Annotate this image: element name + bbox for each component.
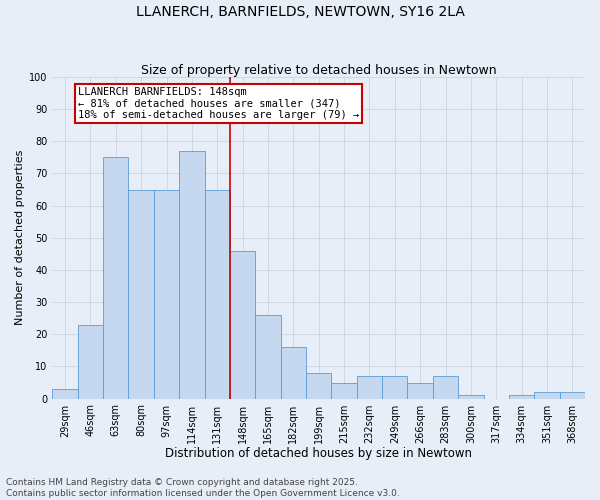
Bar: [407, 382, 433, 398]
Bar: [103, 158, 128, 398]
Bar: [357, 376, 382, 398]
Title: Size of property relative to detached houses in Newtown: Size of property relative to detached ho…: [141, 64, 497, 77]
Bar: [331, 382, 357, 398]
Bar: [382, 376, 407, 398]
Bar: [433, 376, 458, 398]
Text: LLANERCH, BARNFIELDS, NEWTOWN, SY16 2LA: LLANERCH, BARNFIELDS, NEWTOWN, SY16 2LA: [136, 5, 464, 19]
X-axis label: Distribution of detached houses by size in Newtown: Distribution of detached houses by size …: [165, 447, 472, 460]
Bar: [154, 190, 179, 398]
Bar: [128, 190, 154, 398]
Bar: [281, 347, 306, 399]
Bar: [179, 151, 205, 398]
Bar: [306, 373, 331, 398]
Bar: [230, 250, 255, 398]
Bar: [78, 324, 103, 398]
Bar: [205, 190, 230, 398]
Bar: [534, 392, 560, 398]
Text: LLANERCH BARNFIELDS: 148sqm
← 81% of detached houses are smaller (347)
18% of se: LLANERCH BARNFIELDS: 148sqm ← 81% of det…: [78, 86, 359, 120]
Bar: [255, 315, 281, 398]
Bar: [560, 392, 585, 398]
Y-axis label: Number of detached properties: Number of detached properties: [15, 150, 25, 326]
Bar: [52, 389, 78, 398]
Text: Contains HM Land Registry data © Crown copyright and database right 2025.
Contai: Contains HM Land Registry data © Crown c…: [6, 478, 400, 498]
Bar: [458, 396, 484, 398]
Bar: [509, 396, 534, 398]
